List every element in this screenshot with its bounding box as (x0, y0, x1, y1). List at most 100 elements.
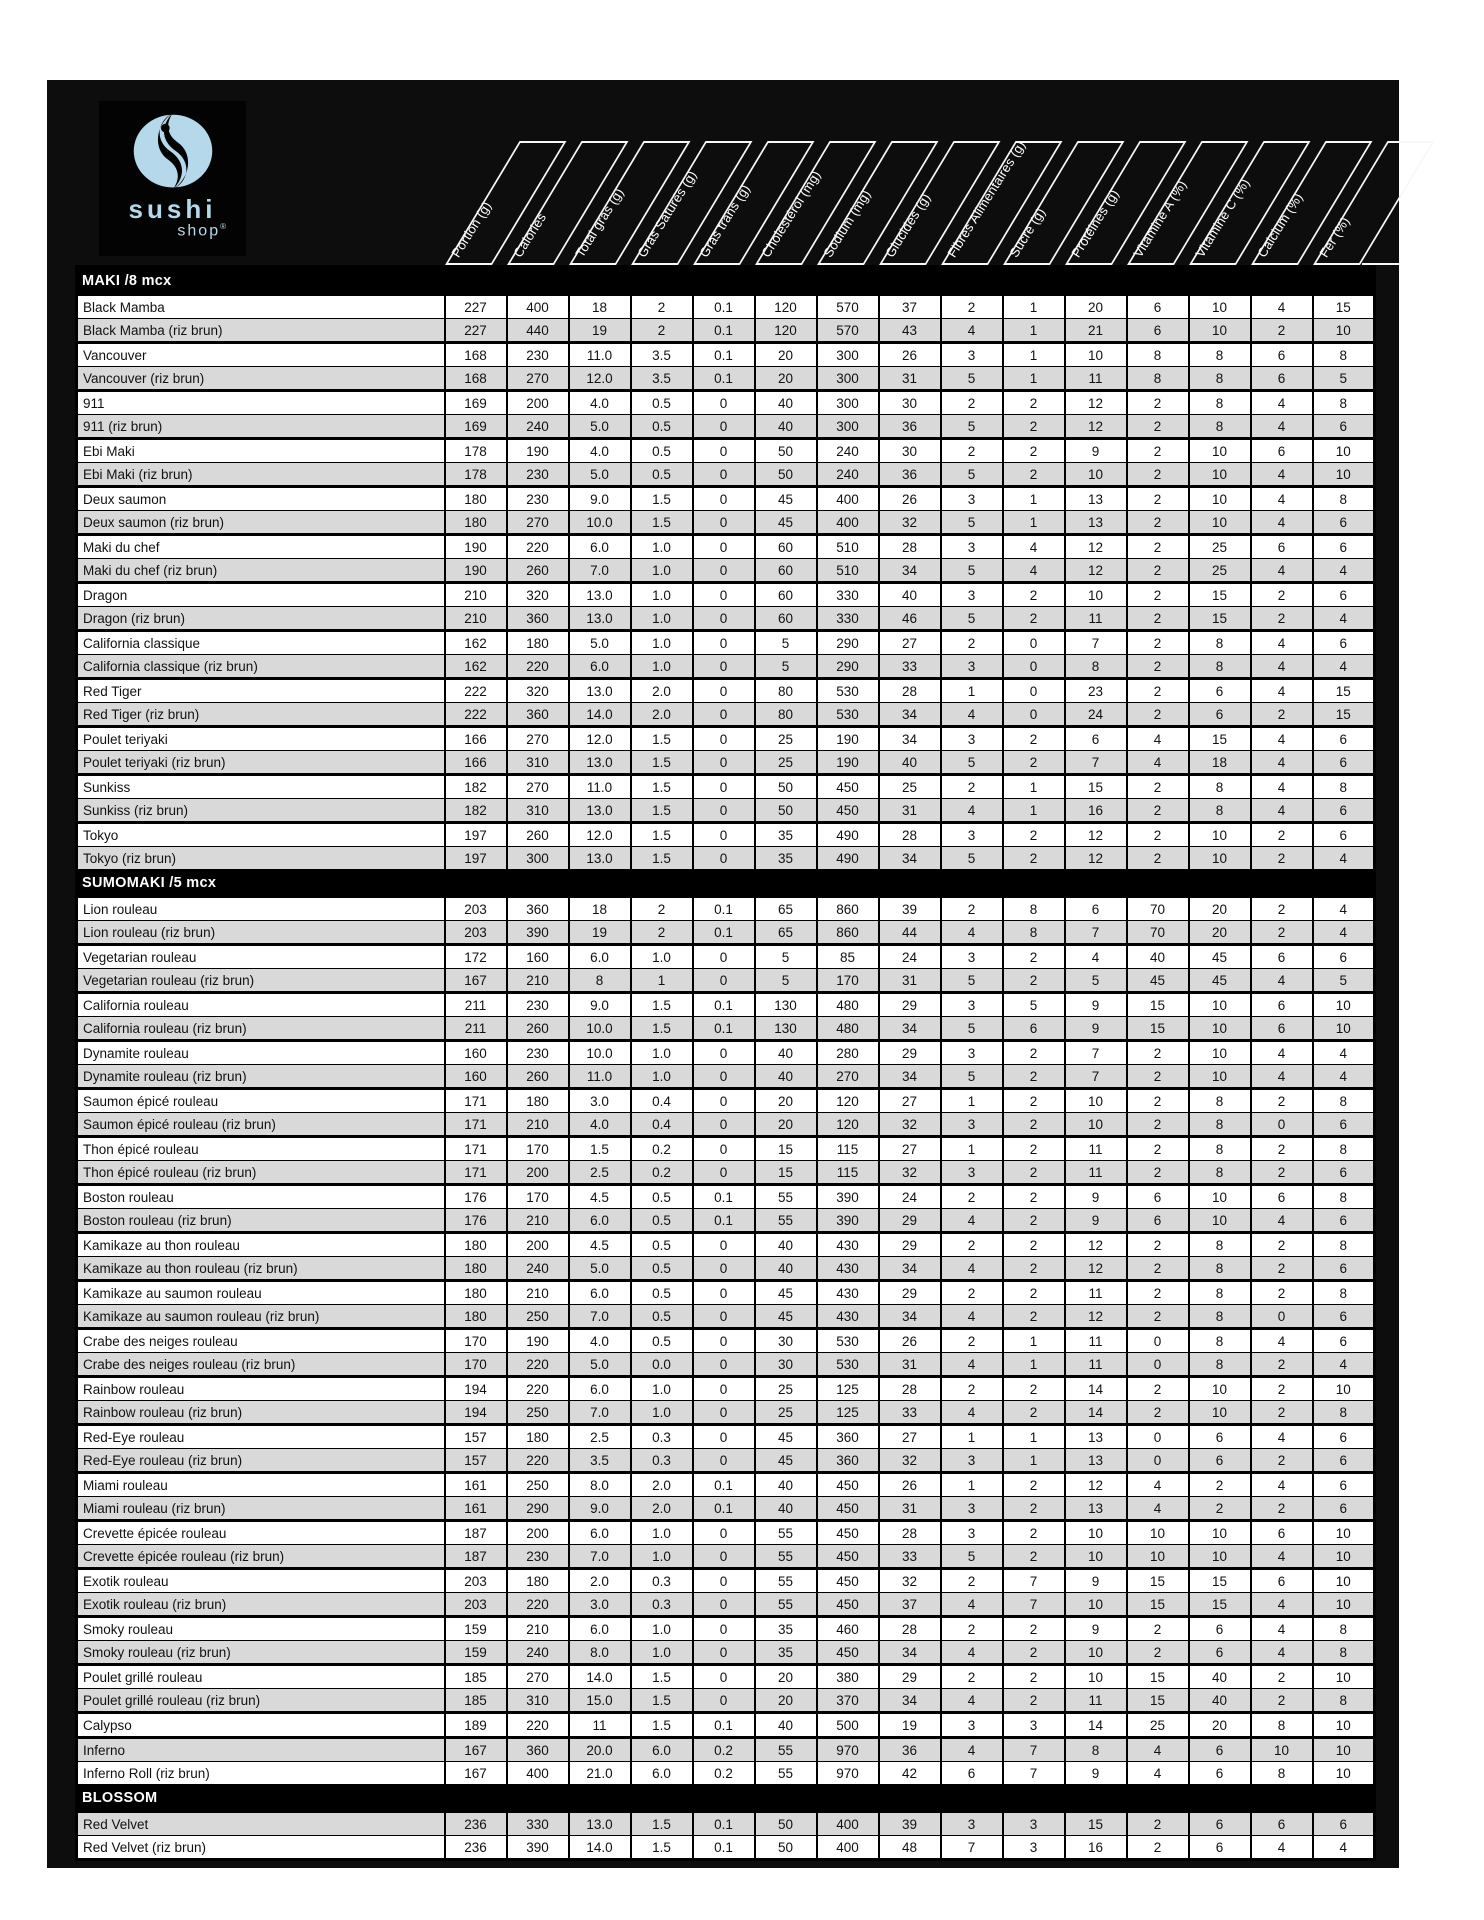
value-cell: 7 (1001, 1736, 1066, 1762)
value-cell: 6 (1311, 1256, 1376, 1281)
value-cell: 530 (815, 1352, 880, 1377)
value-cell: 31 (877, 798, 942, 823)
value-cell: 8 (1311, 1640, 1376, 1665)
value-cell: 42 (877, 1761, 942, 1785)
value-cell: 2 (1001, 1160, 1066, 1185)
value-cell: 36 (877, 462, 942, 487)
value-cell: 9 (1063, 1567, 1128, 1593)
value-cell: 510 (815, 533, 880, 559)
value-cell: 2 (1001, 1279, 1066, 1305)
value-cell: 4 (1249, 798, 1314, 823)
value-cell: 48 (877, 1835, 942, 1860)
value-cell: 9 (1063, 1761, 1128, 1785)
value-cell: 167 (443, 968, 508, 993)
value-cell: 50 (753, 773, 818, 799)
value-cell: 2 (1001, 437, 1066, 463)
value-cell: 0 (691, 1064, 756, 1089)
table-row: Dragon 210 320 13.0 1.0 0 60 330 40 3 2 10 2 15 2 6 (75, 581, 1376, 607)
value-cell: 27 (877, 629, 942, 655)
value-cell: 8 (1311, 1688, 1376, 1713)
value-cell: 7 (1063, 750, 1128, 775)
value-cell: 2 (1125, 1279, 1190, 1305)
value-cell: 1 (1001, 485, 1066, 511)
value-cell: 65 (753, 895, 818, 921)
value-cell: 15 (1311, 293, 1376, 319)
value-cell: 11 (1063, 1135, 1128, 1161)
table-row: Dynamite rouleau 160 230 10.0 1.0 0 40 280 29 3 2 7… (75, 1039, 1376, 1065)
value-cell: 0.1 (691, 341, 756, 367)
value-cell: 3.5 (629, 341, 694, 367)
value-cell: 450 (815, 1544, 880, 1569)
row-name-cell: Crevette épicée rouleau (75, 1519, 446, 1545)
value-cell: 200 (505, 1231, 570, 1257)
value-cell: 9 (1063, 991, 1128, 1017)
value-cell: 1 (1001, 293, 1066, 319)
value-cell: 2 (1125, 581, 1190, 607)
value-cell: 2 (1125, 1640, 1190, 1665)
value-cell: 230 (505, 1544, 570, 1569)
value-cell: 187 (443, 1544, 508, 1569)
row-name-cell: Black Mamba (riz brun) (75, 318, 446, 343)
value-cell: 8 (1311, 485, 1376, 511)
value-cell: 4 (939, 1208, 1004, 1233)
value-cell: 290 (815, 629, 880, 655)
value-cell: 160 (443, 1064, 508, 1089)
value-cell: 0 (691, 943, 756, 969)
value-cell: 180 (505, 1087, 570, 1113)
value-cell: 9 (1063, 437, 1128, 463)
row-name-cell: Inferno (75, 1736, 446, 1762)
value-cell: 180 (505, 1423, 570, 1449)
value-cell: 10 (1063, 1087, 1128, 1113)
value-cell: 3 (939, 991, 1004, 1017)
value-cell: 180 (443, 1256, 508, 1281)
value-cell: 12.0 (567, 725, 632, 751)
value-cell: 160 (443, 1039, 508, 1065)
value-cell: 4 (1249, 1471, 1314, 1497)
value-cell: 2 (1125, 437, 1190, 463)
value-cell: 5.0 (567, 1352, 632, 1377)
value-cell: 2 (939, 1615, 1004, 1641)
value-cell: 159 (443, 1640, 508, 1665)
value-cell: 5 (939, 462, 1004, 487)
value-cell: 170 (815, 968, 880, 993)
row-name-cell: Dynamite rouleau (75, 1039, 446, 1065)
value-cell: 4 (1125, 750, 1190, 775)
row-name-cell: Rainbow rouleau (75, 1375, 446, 1401)
value-cell: 35 (753, 821, 818, 847)
value-cell: 39 (877, 895, 942, 921)
value-cell: 4.0 (567, 1327, 632, 1353)
value-cell: 14.0 (567, 702, 632, 727)
value-cell: 185 (443, 1663, 508, 1689)
value-cell: 2 (1125, 558, 1190, 583)
value-cell: 10 (1187, 846, 1252, 870)
value-cell: 0 (691, 1256, 756, 1281)
row-name-cell: Poulet teriyaki (riz brun) (75, 750, 446, 775)
value-cell: 0 (691, 750, 756, 775)
value-cell: 189 (443, 1711, 508, 1738)
value-cell: 330 (505, 1810, 570, 1836)
table-row: Kamikaze au saumon rouleau 180 210 6.0 0.5 0 4… (75, 1279, 1376, 1305)
value-cell: 80 (753, 702, 818, 727)
value-cell: 970 (815, 1761, 880, 1785)
value-cell: 40 (877, 750, 942, 775)
value-cell: 12 (1063, 389, 1128, 415)
value-cell: 170 (505, 1135, 570, 1161)
value-cell: 5.0 (567, 414, 632, 439)
value-cell: 40 (753, 1039, 818, 1065)
value-cell: 28 (877, 677, 942, 703)
value-cell: 0 (691, 389, 756, 415)
table-row: Exotik rouleau (riz brun) 203 220 3.0 0.3 0 55… (75, 1592, 1376, 1617)
value-cell: 4 (1249, 1592, 1314, 1617)
value-cell: 8 (1187, 1256, 1252, 1281)
value-cell: 2 (1249, 1448, 1314, 1473)
value-cell: 10 (1311, 437, 1376, 463)
row-name-cell: Poulet teriyaki (75, 725, 446, 751)
value-cell: 2 (1125, 629, 1190, 655)
value-cell: 2 (1249, 846, 1314, 870)
value-cell: 40 (1187, 1688, 1252, 1713)
value-cell: 1 (1001, 1352, 1066, 1377)
table-row: Kamikaze au thon rouleau (riz brun) 180 24… (75, 1256, 1376, 1281)
value-cell: 10 (1187, 1544, 1252, 1569)
value-cell: 360 (505, 702, 570, 727)
value-cell: 10.0 (567, 1016, 632, 1041)
